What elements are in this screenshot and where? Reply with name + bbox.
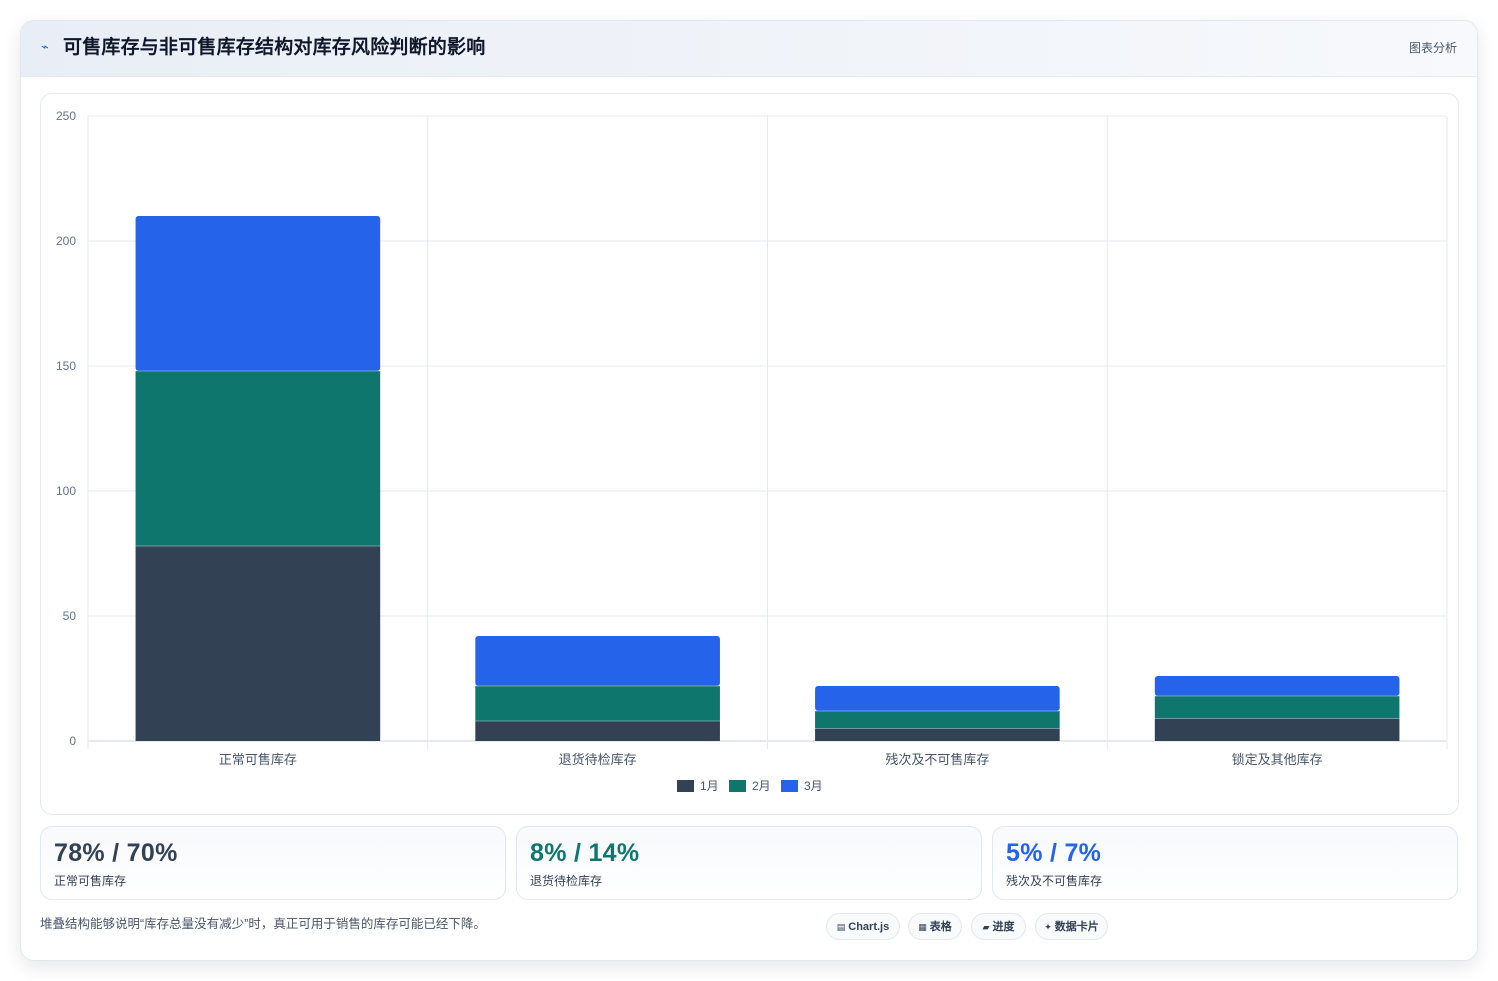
stat-value: 5% / 7% xyxy=(1006,839,1102,867)
bar-segment xyxy=(815,728,1060,741)
footer-note: 堆叠结构能够说明“库存总量没有减少”时，真正可用于销售的库存可能已经下降。 xyxy=(40,917,486,931)
chart-container: 0 50 100 150 200 250 正常可售库存 退货待检库存 残次及不可售库存 锁定及其他… xyxy=(40,93,1459,815)
sparkle-icon: ✦ xyxy=(1044,922,1052,932)
progress-icon: ▰ xyxy=(982,922,990,932)
x-category-label: 锁定及其他库存 xyxy=(1232,752,1323,767)
bar-segment xyxy=(475,721,720,741)
chart-icon: ▤ xyxy=(836,922,846,932)
tag-label: Chart.js xyxy=(848,921,890,933)
stat-label: 退货待检库存 xyxy=(530,874,603,888)
chart-card: ⌁ 可售库存与非可售库存结构对库存风险判断的影响 图表分析 0 50 100 150 2… xyxy=(20,20,1478,961)
bar-segment xyxy=(135,216,381,371)
legend-label: 3月 xyxy=(804,779,823,793)
stat-value: 78% / 70% xyxy=(54,839,178,867)
y-tick-label: 200 xyxy=(56,234,76,248)
bar-segment xyxy=(135,371,381,546)
bar-segment xyxy=(135,546,381,741)
legend-swatch xyxy=(729,780,746,792)
chart-title: 可售库存与非可售库存结构对库存风险判断的影响 xyxy=(63,37,486,58)
y-tick-label: 150 xyxy=(56,359,76,373)
stacked-bar-chart: 0 50 100 150 200 250 正常可售库存 退货待检库存 残次及不可售库存 锁定及其他… xyxy=(56,109,1448,793)
bar-segment xyxy=(1154,696,1400,719)
bar-segment xyxy=(475,686,720,721)
stat-card-returns: 8% / 14% 退货待检库存 xyxy=(516,826,982,900)
y-tick-label: 50 xyxy=(63,609,77,623)
tag-chartjs[interactable]: ▤ Chart.js xyxy=(826,913,900,940)
bar-segment xyxy=(815,686,1060,711)
x-category-label: 正常可售库存 xyxy=(219,752,297,767)
y-tick-label: 0 xyxy=(69,734,76,748)
bar-segment xyxy=(1154,676,1400,696)
stat-value: 8% / 14% xyxy=(530,839,640,867)
tag-table[interactable]: ▦ 表格 xyxy=(908,913,962,940)
table-icon: ▦ xyxy=(918,922,927,932)
y-tick-label: 100 xyxy=(56,484,76,498)
legend-swatch xyxy=(781,780,798,792)
stat-label: 正常可售库存 xyxy=(54,874,127,888)
tag-data-cards[interactable]: ✦ 数据卡片 xyxy=(1035,913,1108,940)
trend-arrow-icon: ⌁ xyxy=(41,39,49,54)
bar-segment xyxy=(1154,718,1400,741)
chart-analysis-label: 图表分析 xyxy=(1408,41,1457,55)
tag-progress[interactable]: ▰ 进度 xyxy=(971,913,1026,940)
bar-segment xyxy=(475,636,720,686)
stat-card-sellable: 78% / 70% 正常可售库存 xyxy=(40,826,506,900)
legend-swatch xyxy=(677,780,694,792)
tag-label: 进度 xyxy=(992,921,1015,933)
card-header: ⌁ 可售库存与非可售库存结构对库存风险判断的影响 图表分析 xyxy=(21,21,1477,77)
legend-label: 1月 xyxy=(700,779,719,793)
x-category-label: 残次及不可售库存 xyxy=(885,752,989,767)
bar-segment xyxy=(815,711,1060,729)
y-tick-label: 250 xyxy=(56,109,76,123)
x-category-label: 退货待检库存 xyxy=(559,752,637,767)
legend-label: 2月 xyxy=(752,779,771,793)
stat-label: 残次及不可售库存 xyxy=(1006,874,1103,888)
stat-card-defective: 5% / 7% 残次及不可售库存 xyxy=(992,826,1458,900)
tag-label: 表格 xyxy=(929,921,952,933)
tag-label: 数据卡片 xyxy=(1054,921,1099,933)
